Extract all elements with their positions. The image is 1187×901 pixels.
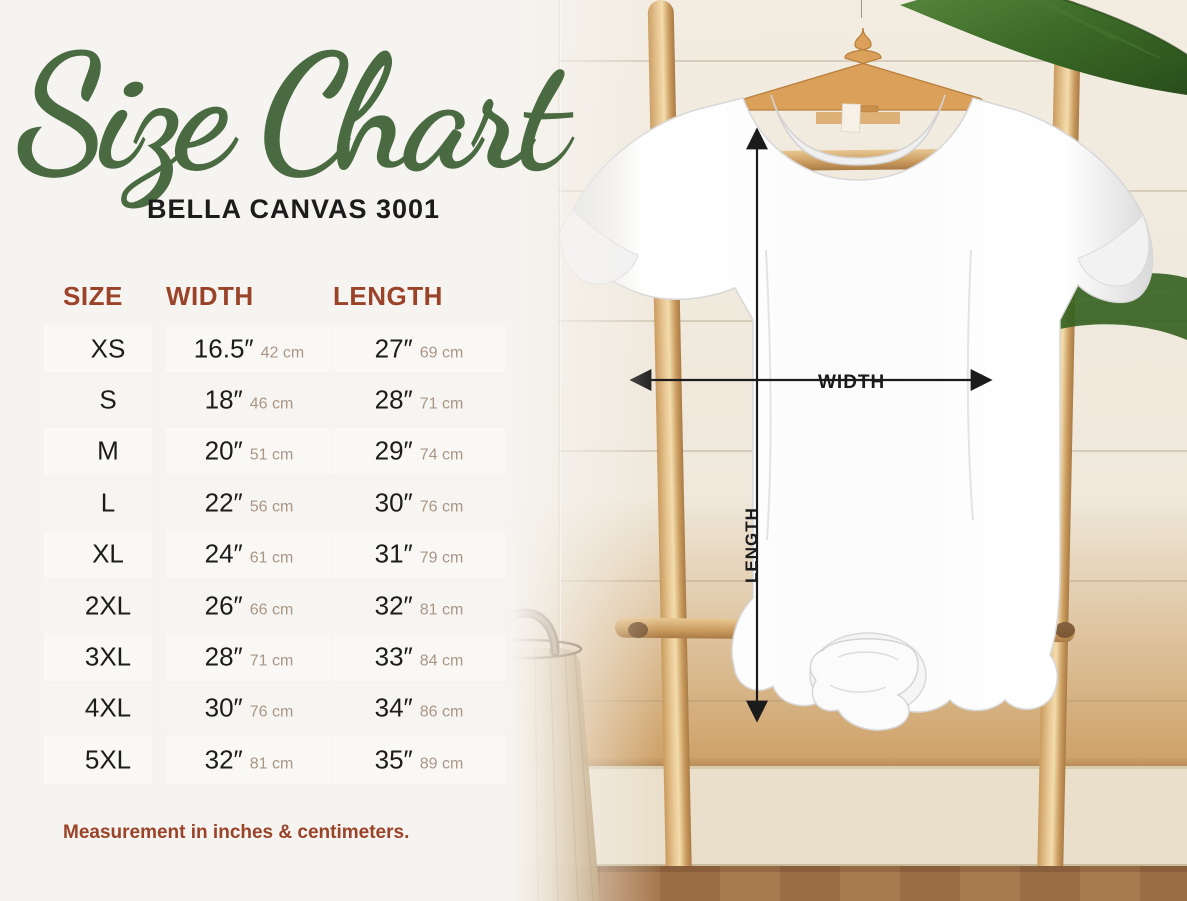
svg-text:LENGTH: LENGTH — [742, 507, 761, 583]
svg-text:WIDTH: WIDTH — [818, 372, 885, 393]
